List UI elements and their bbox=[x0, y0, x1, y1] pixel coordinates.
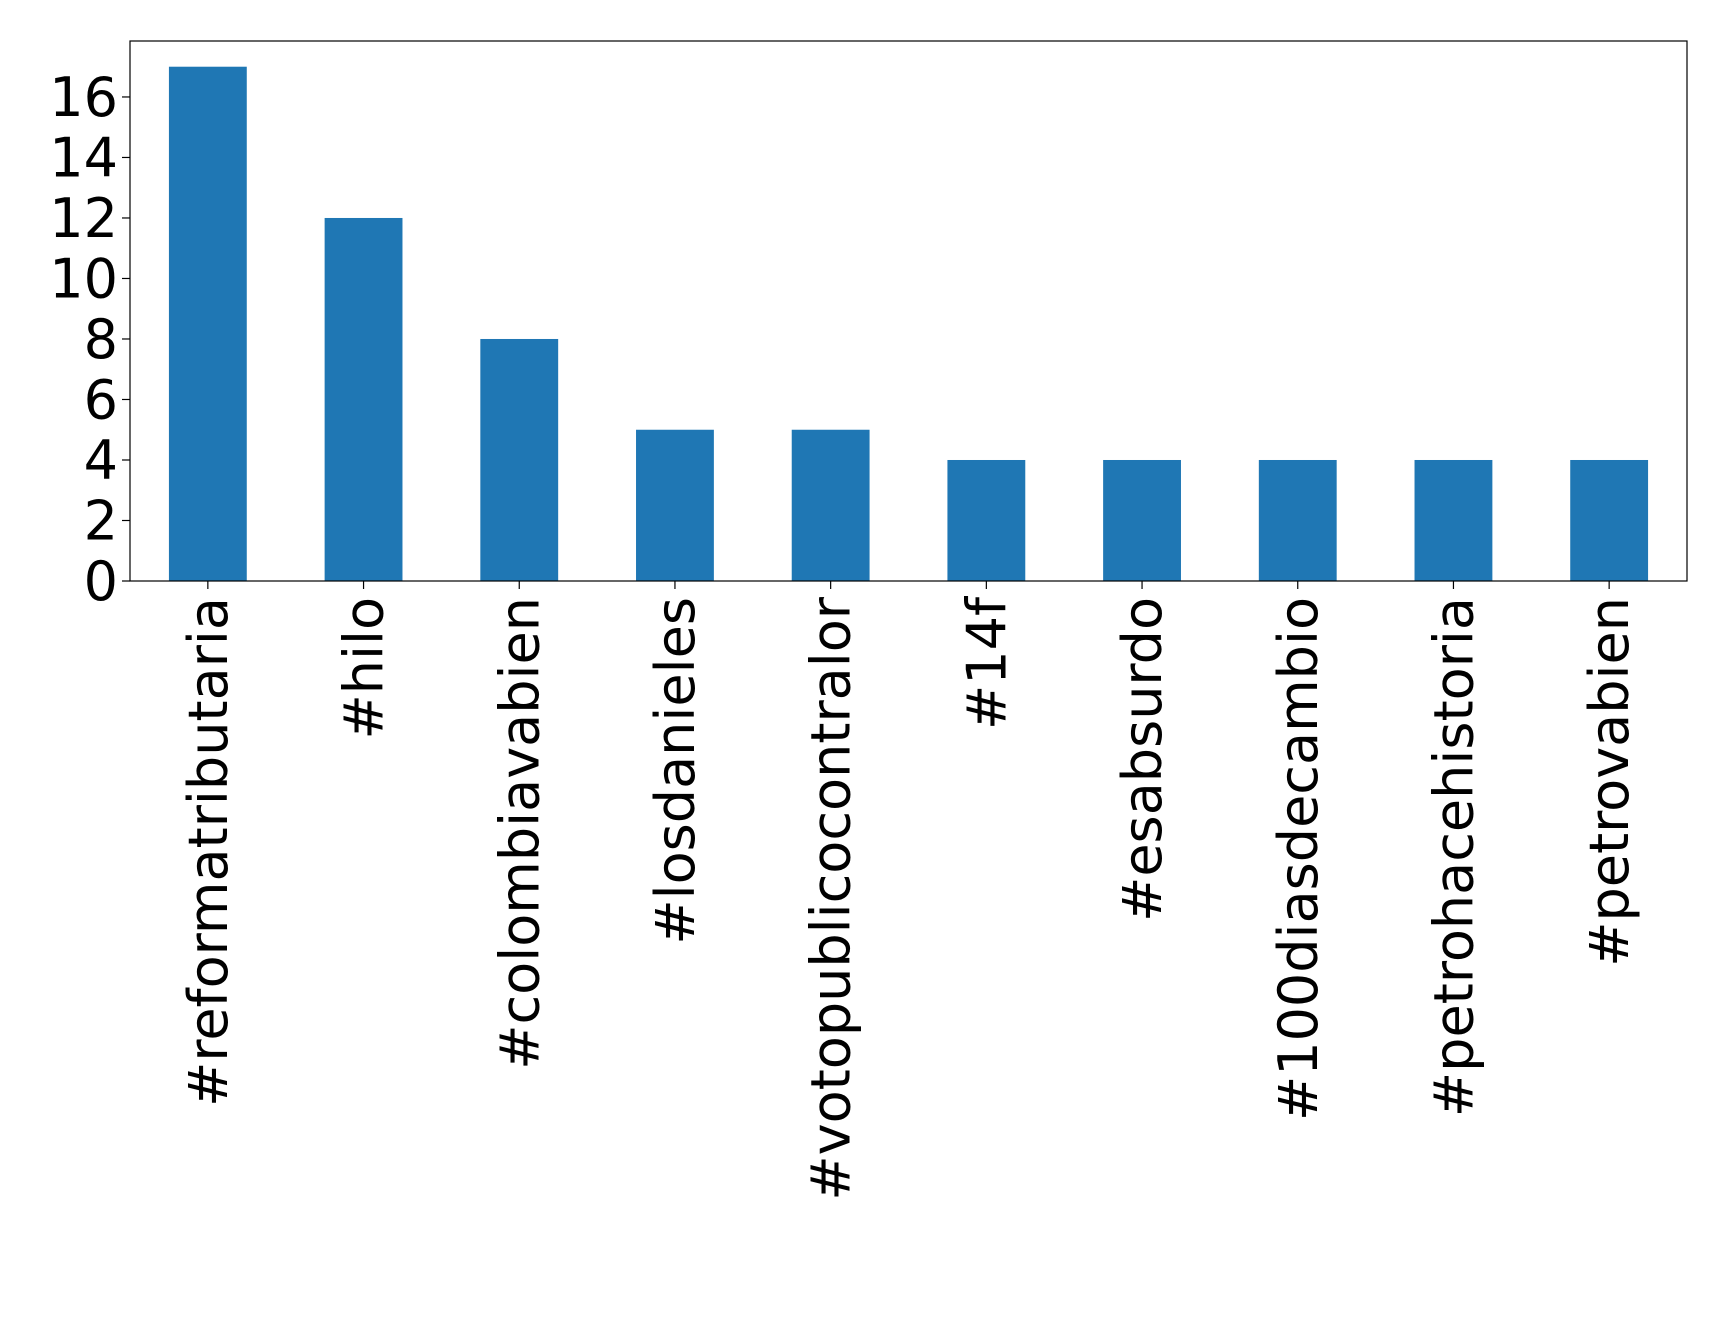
y-tick-label: 8 bbox=[84, 308, 118, 371]
x-tick-label: #losdanieles bbox=[644, 597, 707, 945]
bar bbox=[480, 338, 559, 581]
x-tick-label: #esabsurdo bbox=[1111, 597, 1174, 922]
y-tick-label: 14 bbox=[49, 126, 118, 189]
bar bbox=[636, 429, 714, 581]
bar bbox=[1570, 459, 1649, 581]
bar bbox=[1258, 459, 1337, 581]
y-tick-label: 2 bbox=[84, 489, 118, 552]
bar bbox=[324, 217, 403, 581]
x-tick-label: #reformatributaria bbox=[177, 597, 240, 1107]
bar bbox=[168, 66, 247, 581]
bar bbox=[1414, 459, 1493, 581]
y-tick-label: 16 bbox=[49, 66, 118, 129]
x-tick-label: #votopublicocontralor bbox=[800, 596, 863, 1200]
x-tick-label: #colombiavabien bbox=[488, 597, 551, 1070]
plot-frame bbox=[129, 40, 1688, 582]
y-tick-label: 0 bbox=[84, 550, 118, 613]
y-tick-label: 6 bbox=[84, 368, 118, 431]
x-tick-label: #100diasdecambio bbox=[1267, 597, 1330, 1121]
x-tick-label: #petrohacehistoria bbox=[1422, 597, 1485, 1117]
x-tick-label: #petrovabien bbox=[1578, 597, 1641, 967]
bar bbox=[791, 429, 870, 581]
x-tick-label: #14f bbox=[955, 595, 1018, 730]
y-tick-label: 10 bbox=[49, 247, 118, 310]
bar bbox=[1103, 459, 1181, 581]
bar bbox=[947, 459, 1026, 581]
y-tick-label: 4 bbox=[84, 429, 118, 492]
y-tick-label: 12 bbox=[49, 187, 118, 250]
x-tick-label: #hilo bbox=[333, 597, 396, 740]
